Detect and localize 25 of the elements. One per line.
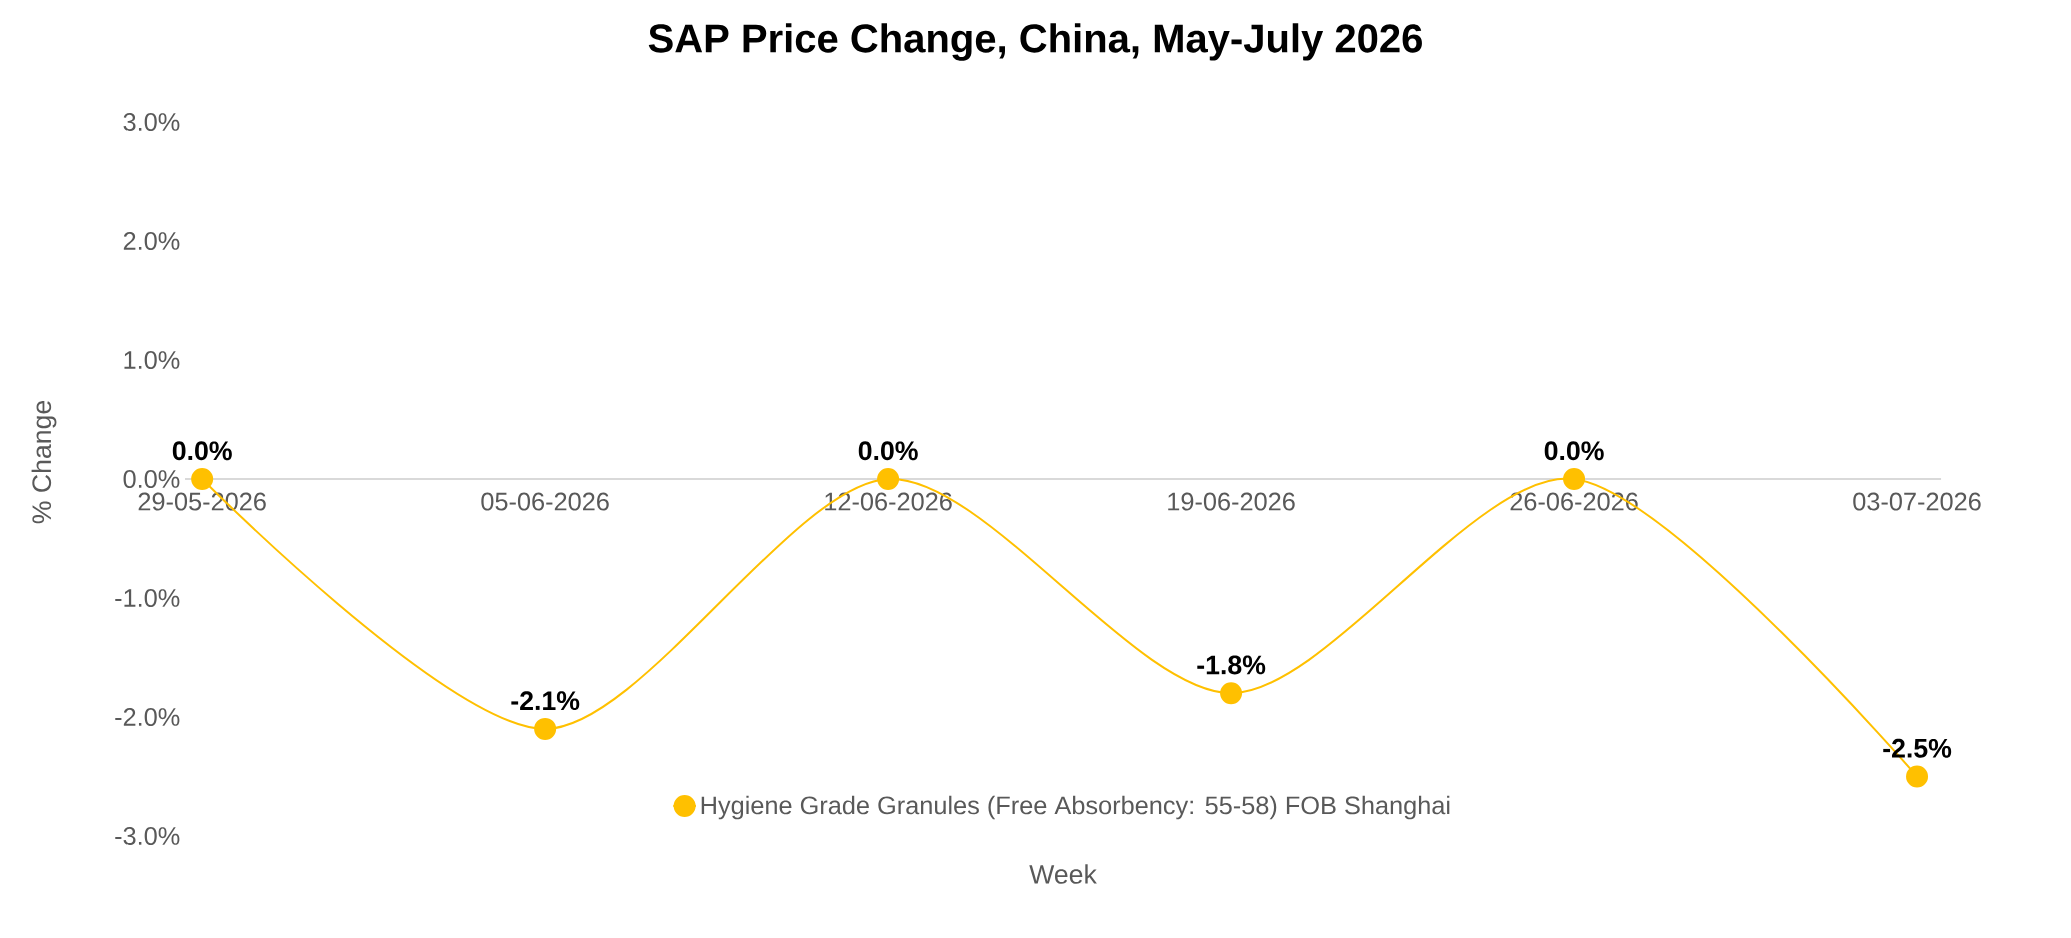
data-label: 0.0% [172,441,232,461]
y-tick-label: 1.0% [124,351,180,369]
point [534,717,557,740]
y-axis-title: % Change [31,400,57,524]
point [1563,467,1586,490]
y-tick-label: 3.0% [123,113,180,131]
data-label: -1.8% [1197,655,1266,675]
y-tick-label: 0.0% [123,470,180,488]
x-tick-label: 19-06-2026 [1168,492,1295,511]
chart-title: SAP Price Change, China, May-July 2026 [648,23,1422,61]
data-label: 0.0% [1544,441,1604,461]
point [1220,682,1243,705]
y-tick-label: -1.0% [115,589,180,607]
y-tick-label: -2.0% [115,708,180,726]
point [877,467,900,490]
data-label: 0.0% [858,441,918,461]
legend-label: Hygiene Grade Granules (Free Absorbency: 55-58) FOB Shanghai [701,795,1450,820]
y-tick-label: 2.0% [123,232,180,250]
x-tick-label: 03-07-2026 [1853,492,1981,511]
point [191,467,214,490]
point [1906,765,1929,788]
data-label: -2.1% [511,691,580,711]
y-tick-label: -3.0% [115,827,180,845]
x-axis-title: Week [1029,864,1097,884]
x-tick-label: 05-06-2026 [481,492,609,511]
